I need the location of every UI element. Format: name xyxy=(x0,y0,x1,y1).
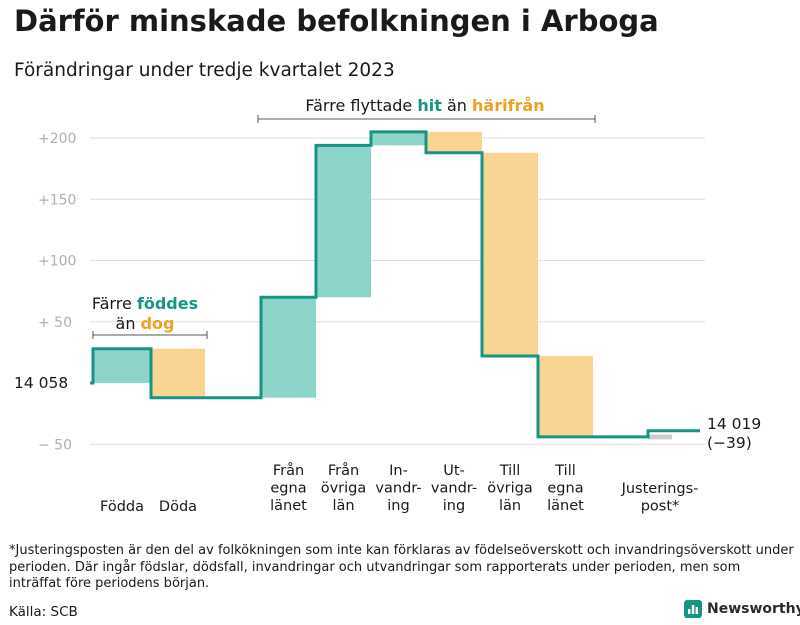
y-tick-label: +200 xyxy=(38,131,76,147)
category-label: vandr- xyxy=(431,481,477,497)
end-change-label: (−39) xyxy=(707,434,752,452)
category-label: Till xyxy=(554,463,576,479)
category-label: Från xyxy=(273,462,304,479)
annotation-births-deaths-line1: Färre föddes xyxy=(92,294,198,313)
waterfall-bar xyxy=(371,131,426,146)
waterfall-bar xyxy=(316,145,371,298)
category-label: ing xyxy=(443,498,465,514)
waterfall-bar xyxy=(482,152,538,357)
waterfall-bar xyxy=(426,131,482,153)
category-label: län xyxy=(332,498,354,514)
annotation-births-deaths-line2: än dog xyxy=(116,314,175,333)
waterfall-bar xyxy=(151,348,205,398)
y-tick-label: +100 xyxy=(38,254,76,270)
waterfall-bar xyxy=(648,434,672,440)
waterfall-bar xyxy=(93,348,151,383)
waterfall-bar xyxy=(538,356,593,437)
source-note: Källa: SCB xyxy=(9,604,78,620)
footnote: *Justeringsposten är den del av folkökni… xyxy=(9,543,794,591)
category-label: Födda xyxy=(100,499,144,515)
category-label: Justerings- xyxy=(621,481,699,497)
chart-subtitle: Förändringar under tredje kvartalet 2023 xyxy=(14,60,395,81)
y-tick-label: − 50 xyxy=(38,437,72,453)
category-label: Ut- xyxy=(443,463,465,479)
end-value-label: 14 019 xyxy=(707,415,761,433)
category-label: vandr- xyxy=(375,481,421,497)
newsworthy-logo-text: Newsworthy xyxy=(707,601,800,617)
category-label: Till xyxy=(499,463,521,479)
waterfall-step-line xyxy=(90,130,700,439)
category-label: egna xyxy=(270,481,306,497)
start-value-label: 14 058 xyxy=(14,374,68,392)
newsworthy-logo-icon xyxy=(684,600,702,618)
category-label: Döda xyxy=(159,499,197,515)
annotation-migration: Färre flyttade hit än härifrån xyxy=(305,96,544,115)
category-label: övriga xyxy=(487,481,533,497)
category-label: ing xyxy=(387,498,409,514)
category-label: post* xyxy=(641,499,680,515)
category-label: länet xyxy=(547,498,584,514)
category-label: länet xyxy=(270,498,307,514)
chart-title: Därför minskade befolkningen i Arboga xyxy=(14,4,659,38)
category-label: egna xyxy=(547,481,583,497)
category-label: län xyxy=(499,498,521,514)
category-label: Från xyxy=(328,462,359,479)
category-label: övriga xyxy=(321,481,367,497)
y-tick-label: + 50 xyxy=(38,315,72,331)
category-label: In- xyxy=(389,463,408,479)
waterfall-bar xyxy=(261,297,316,398)
newsworthy-logo: Newsworthy xyxy=(684,600,800,618)
y-tick-label: +150 xyxy=(38,192,76,208)
waterfall-chart: +200 +150 +100 + 50 − 50 14 058 14 019(−39) Föd… xyxy=(14,96,761,515)
